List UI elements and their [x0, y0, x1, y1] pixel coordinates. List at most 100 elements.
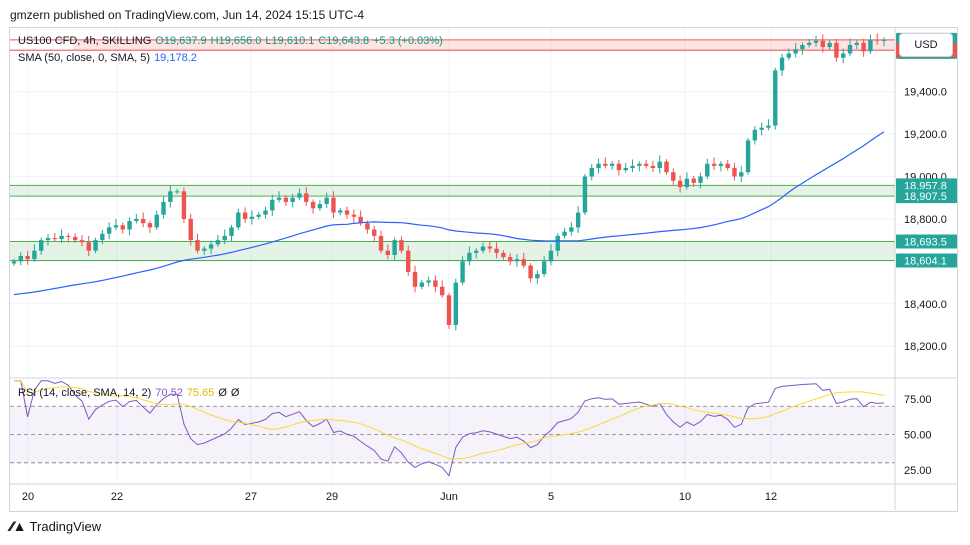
candle-body	[351, 214, 357, 217]
main-legend: US100 CFD, 4h, SKILLING O19,637.9 H19,656.…	[18, 35, 447, 47]
currency-button[interactable]: USD	[899, 33, 953, 57]
candle-body	[616, 163, 622, 171]
candle-body	[324, 197, 329, 205]
candle-body	[174, 191, 180, 193]
price-zone	[10, 185, 895, 197]
candle-body	[270, 199, 275, 211]
candle-body	[229, 227, 234, 236]
candle-body	[358, 216, 363, 224]
candle-body	[535, 274, 540, 279]
candle-body	[603, 163, 608, 166]
candle-body	[52, 238, 57, 240]
brand-name: TradingView	[29, 518, 102, 534]
symbol-label: US100 CFD, 4h, SKILLING	[18, 35, 152, 47]
price-badge-label: 18,907.5	[904, 191, 947, 203]
sma-label: SMA (50, close, 0, SMA, 5)	[18, 52, 151, 64]
candle-body	[854, 42, 860, 45]
candle-body	[847, 44, 853, 54]
candle-body	[494, 248, 499, 253]
candle-body	[705, 163, 710, 177]
candle-body	[786, 53, 792, 58]
candle-body	[365, 223, 370, 230]
candle-body	[521, 259, 526, 266]
candle-body	[134, 218, 139, 222]
rsi-axis-labels: 25.00 50.00 75.00	[904, 394, 932, 477]
candle-body	[507, 257, 513, 262]
time-tick-label: 10	[679, 491, 691, 503]
candle-body	[664, 161, 669, 173]
candle-body	[120, 225, 125, 230]
candle-body	[385, 250, 391, 255]
candle-body	[759, 127, 764, 130]
candle-body	[106, 227, 112, 234]
candle-body	[630, 165, 635, 168]
candle-body	[18, 256, 23, 262]
price-zone	[73, 39, 895, 51]
candle-body	[807, 42, 812, 45]
candle-body	[671, 172, 676, 181]
time-tick-label: Jun	[440, 491, 458, 503]
candle-body	[446, 295, 452, 325]
candle-body	[725, 163, 730, 168]
candle-body	[161, 201, 166, 215]
candle-body	[290, 197, 295, 202]
price-tick-label: 18,800.0	[904, 214, 947, 226]
candle-body	[256, 214, 261, 217]
candle-body	[113, 225, 119, 228]
candle-body	[589, 168, 594, 177]
sma-line	[13, 131, 885, 296]
candle-body	[59, 235, 64, 240]
sma-legend: SMA (50, close, 0, SMA, 5) 19,178.2	[18, 52, 201, 64]
price-tick-label: 18,400.0	[904, 299, 947, 311]
candle-body	[195, 240, 200, 251]
candle-body	[691, 178, 696, 183]
candle-body	[344, 210, 350, 215]
candle-body	[501, 252, 506, 258]
candle-body	[283, 197, 289, 202]
candle-body	[304, 193, 309, 202]
candle-body	[779, 57, 785, 71]
candle-body	[263, 210, 268, 215]
price-badge	[896, 178, 957, 193]
candle-body	[841, 53, 846, 58]
rsi-legend: RSI (14, close, SMA, 14, 2) 70.52 75.65 Ø Ø	[18, 387, 243, 399]
rsi-div-bear: Ø	[230, 387, 240, 399]
candle-body	[406, 250, 411, 272]
high-value: H19,656.0	[210, 35, 262, 47]
candle-body	[86, 242, 91, 251]
rsi-line	[14, 380, 885, 477]
candle-body	[739, 172, 744, 177]
candle-body	[562, 231, 567, 236]
candle-body	[711, 163, 717, 166]
candle-body	[677, 180, 683, 188]
candle-body	[188, 218, 193, 241]
candle-body	[793, 49, 798, 54]
open-value: O19,637.9	[155, 35, 207, 47]
time-axis-labels: 20 22 27 29 Jun 5 10 12	[22, 491, 777, 503]
candle-body	[331, 197, 336, 213]
price-zones	[10, 39, 895, 261]
price-tick-label: 19,200.0	[904, 129, 947, 141]
candle-body	[528, 265, 533, 279]
candle-body	[317, 204, 323, 209]
price-candles	[11, 33, 887, 331]
candle-body	[555, 235, 560, 251]
rsi-tick-label: 25.00	[904, 465, 932, 477]
candle-body	[657, 161, 662, 168]
candle-body	[440, 286, 445, 296]
price-badge	[896, 253, 957, 268]
time-tick-label: 5	[548, 491, 554, 503]
candle-body	[596, 163, 601, 168]
candle-body	[861, 42, 866, 52]
candle-body	[45, 238, 51, 241]
footer-brand: ⁄⁄▲ TradingView	[10, 518, 101, 534]
candle-body	[569, 227, 574, 232]
candle-body	[881, 39, 887, 41]
candle-body	[773, 70, 778, 126]
rsi-band	[10, 405, 895, 464]
candle-body	[100, 233, 105, 241]
price-badge-label: 18,604.1	[904, 255, 947, 267]
candle-body	[487, 246, 492, 249]
price-badge	[896, 234, 957, 249]
